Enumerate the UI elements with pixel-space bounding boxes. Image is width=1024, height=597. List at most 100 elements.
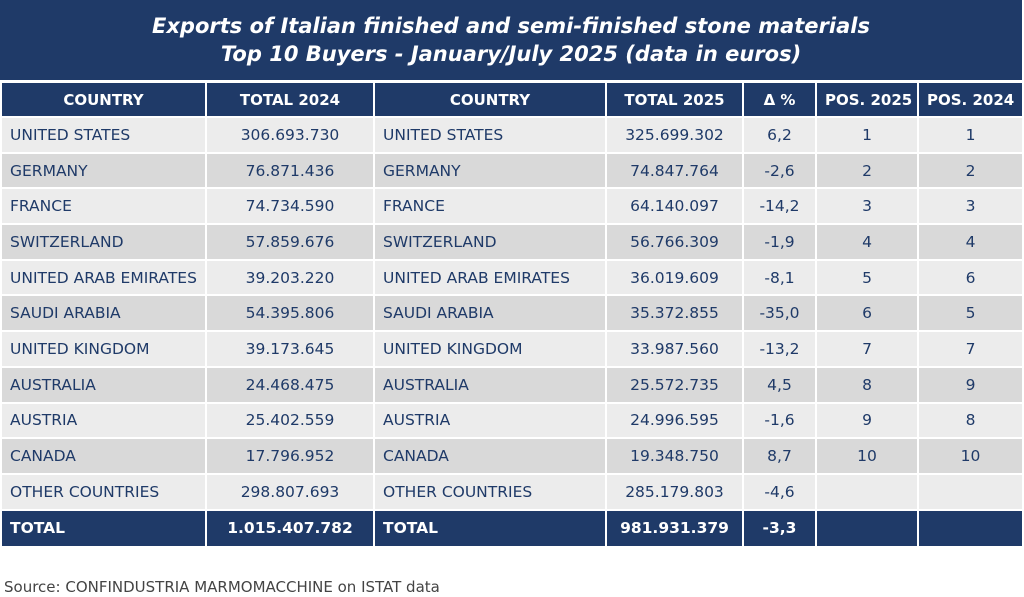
- table-cell: 5: [815, 258, 919, 297]
- table-cell: 1: [815, 116, 919, 154]
- table-cell: 4,5: [742, 365, 817, 404]
- empty-cell: [917, 508, 1024, 548]
- table-row: FRANCE 74.734.590 FRANCE 64.140.097 -14,2 3 3: [0, 187, 1024, 226]
- table-cell: 7: [917, 330, 1024, 368]
- table-cell: 4: [917, 223, 1024, 261]
- table-cell: 2: [815, 151, 919, 190]
- table-cell: SWITZERLAND: [373, 223, 607, 261]
- total-cell: 1.015.407.782: [205, 508, 375, 548]
- column-header: POS. 2025: [815, 81, 919, 118]
- table-cell: 25.402.559: [205, 401, 375, 440]
- column-header: POS. 2024: [917, 81, 1024, 118]
- table-cell: -4,6: [742, 472, 817, 511]
- table-cell: 56.766.309: [605, 223, 744, 261]
- table-cell: UNITED STATES: [373, 116, 607, 154]
- table-cell: 35.372.855: [605, 294, 744, 333]
- table-cell: 39.173.645: [205, 330, 375, 368]
- empty-cell: [815, 472, 919, 511]
- empty-cell: [815, 508, 919, 548]
- table-cell: SAUDI ARABIA: [0, 294, 207, 333]
- table-cell: 74.734.590: [205, 187, 375, 226]
- table-cell: AUSTRALIA: [0, 365, 207, 404]
- table-cell: 36.019.609: [605, 258, 744, 297]
- source-note: Source: CONFINDUSTRIA MARMOMACCHINE on I…: [4, 578, 440, 596]
- table-cell: 7: [815, 330, 919, 368]
- column-header: Δ %: [742, 81, 817, 118]
- table-row: AUSTRIA 25.402.559 AUSTRIA 24.996.595 -1,6 9 8: [0, 401, 1024, 440]
- table-cell: -8,1: [742, 258, 817, 297]
- table-cell: 6: [815, 294, 919, 333]
- table-cell: 24.468.475: [205, 365, 375, 404]
- table-cell: 4: [815, 223, 919, 261]
- table-cell: 24.996.595: [605, 401, 744, 440]
- table-cell: OTHER COUNTRIES: [373, 472, 607, 511]
- table-cell: 10: [917, 437, 1024, 475]
- table-cell: 76.871.436: [205, 151, 375, 190]
- total-row: TOTAL 1.015.407.782 TOTAL 981.931.379 -3,3: [0, 508, 1024, 548]
- table-row: SAUDI ARABIA 54.395.806 SAUDI ARABIA 35.372…: [0, 294, 1024, 333]
- data-table: COUNTRY TOTAL 2024 COUNTRY TOTAL 2025 Δ % POS…: [0, 81, 1024, 548]
- table-cell: 74.847.764: [605, 151, 744, 190]
- table-cell: 9: [917, 365, 1024, 404]
- table-cell: -2,6: [742, 151, 817, 190]
- table-row: AUSTRALIA 24.468.475 AUSTRALIA 25.572.735 4,…: [0, 365, 1024, 404]
- table-cell: 1: [917, 116, 1024, 154]
- table-cell: 19.348.750: [605, 437, 744, 475]
- title-line: Exports of Italian finished and semi-fin…: [152, 14, 870, 38]
- table-cell: -1,6: [742, 401, 817, 440]
- total-cell: -3,3: [742, 508, 817, 548]
- total-cell: TOTAL: [0, 508, 207, 548]
- table-cell: UNITED ARAB EMIRATES: [373, 258, 607, 297]
- table-cell: OTHER COUNTRIES: [0, 472, 207, 511]
- table-row: UNITED KINGDOM 39.173.645 UNITED KINGDOM 33…: [0, 330, 1024, 368]
- table-cell: 64.140.097: [605, 187, 744, 226]
- column-header: TOTAL 2024: [205, 81, 375, 118]
- table-cell: -35,0: [742, 294, 817, 333]
- table-cell: UNITED KINGDOM: [373, 330, 607, 368]
- table-cell: -13,2: [742, 330, 817, 368]
- column-header: COUNTRY: [0, 81, 207, 118]
- table-cell: 6: [917, 258, 1024, 297]
- header-row: COUNTRY TOTAL 2024 COUNTRY TOTAL 2025 Δ % POS…: [0, 81, 1024, 118]
- table-cell: 6,2: [742, 116, 817, 154]
- table-row: UNITED STATES 306.693.730 UNITED STATES 325…: [0, 116, 1024, 154]
- empty-cell: [917, 472, 1024, 511]
- table-cell: GERMANY: [0, 151, 207, 190]
- table-cell: 10: [815, 437, 919, 475]
- table-cell: UNITED STATES: [0, 116, 207, 154]
- table-cell: UNITED ARAB EMIRATES: [0, 258, 207, 297]
- table-cell: CANADA: [0, 437, 207, 475]
- table-row: UNITED ARAB EMIRATES 39.203.220 UNITED ARA…: [0, 258, 1024, 297]
- title-line: Top 10 Buyers - January/July 2025 (data …: [220, 42, 802, 66]
- table-cell: 57.859.676: [205, 223, 375, 261]
- table-cell: -1,9: [742, 223, 817, 261]
- table-cell: 39.203.220: [205, 258, 375, 297]
- table-cell: 33.987.560: [605, 330, 744, 368]
- table-cell: 25.572.735: [605, 365, 744, 404]
- table-cell: 9: [815, 401, 919, 440]
- table-cell: 3: [917, 187, 1024, 226]
- column-header: COUNTRY: [373, 81, 607, 118]
- total-cell: TOTAL: [373, 508, 607, 548]
- table-cell: -14,2: [742, 187, 817, 226]
- table-cell: 3: [815, 187, 919, 226]
- table-cell: 17.796.952: [205, 437, 375, 475]
- table-cell: FRANCE: [0, 187, 207, 226]
- table-cell: GERMANY: [373, 151, 607, 190]
- table-cell: 8,7: [742, 437, 817, 475]
- table-cell: CANADA: [373, 437, 607, 475]
- table-cell: 8: [917, 401, 1024, 440]
- table-cell: SAUDI ARABIA: [373, 294, 607, 333]
- table-cell: 8: [815, 365, 919, 404]
- table-row: CANADA 17.796.952 CANADA 19.348.750 8,7 10 10: [0, 437, 1024, 475]
- table-cell: AUSTRIA: [0, 401, 207, 440]
- table-row: OTHER COUNTRIES 298.807.693 OTHER COUNTRIE…: [0, 472, 1024, 511]
- table-row: GERMANY 76.871.436 GERMANY 74.847.764 -2,6 2 2: [0, 151, 1024, 190]
- column-header: TOTAL 2025: [605, 81, 744, 118]
- table-cell: 298.807.693: [205, 472, 375, 511]
- table-cell: 54.395.806: [205, 294, 375, 333]
- table-cell: AUSTRALIA: [373, 365, 607, 404]
- table-cell: 2: [917, 151, 1024, 190]
- title-box: Exports of Italian finished and semi-fin…: [0, 0, 1022, 80]
- table-cell: 5: [917, 294, 1024, 333]
